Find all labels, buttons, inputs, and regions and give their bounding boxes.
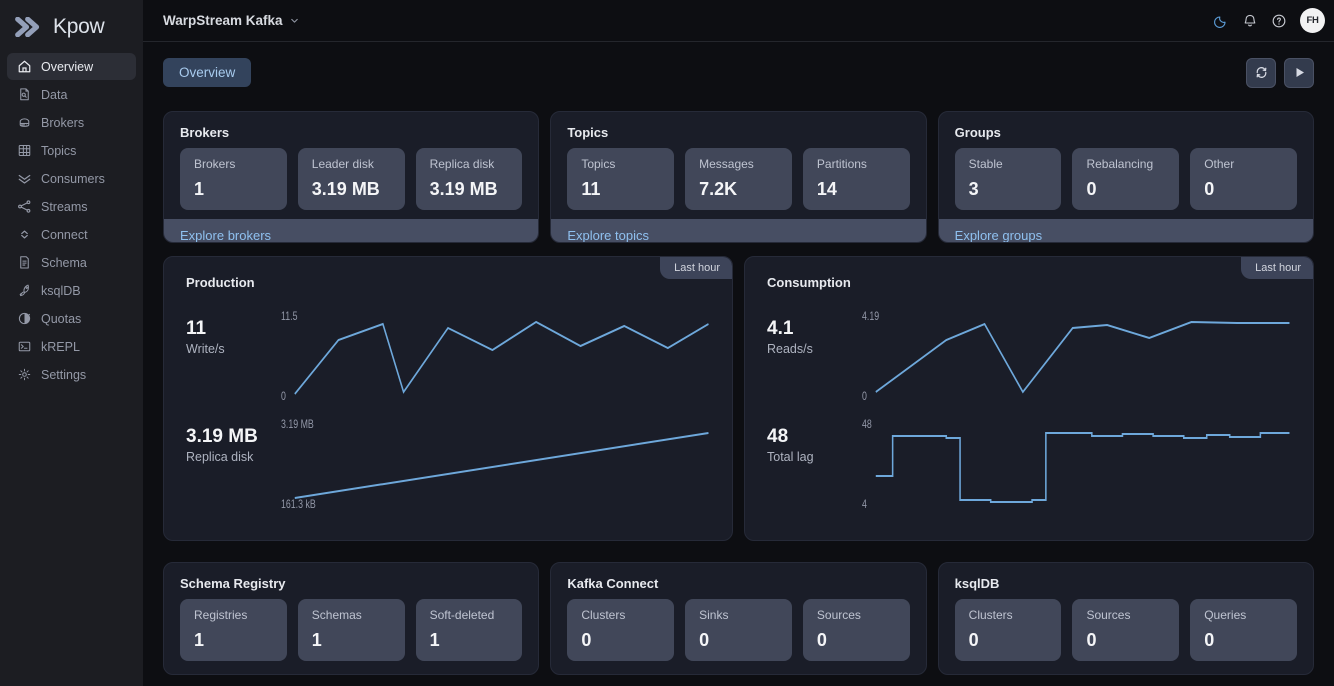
svg-text:161.3 kB: 161.3 kB xyxy=(281,499,316,511)
svg-text:4.19: 4.19 xyxy=(862,311,879,323)
svg-text:4: 4 xyxy=(862,499,867,511)
svg-text:0: 0 xyxy=(281,391,286,403)
svg-text:48: 48 xyxy=(862,419,872,431)
svg-text:0: 0 xyxy=(862,391,867,403)
svg-text:3.19 MB: 3.19 MB xyxy=(281,419,314,431)
svg-text:11.5: 11.5 xyxy=(281,311,298,323)
